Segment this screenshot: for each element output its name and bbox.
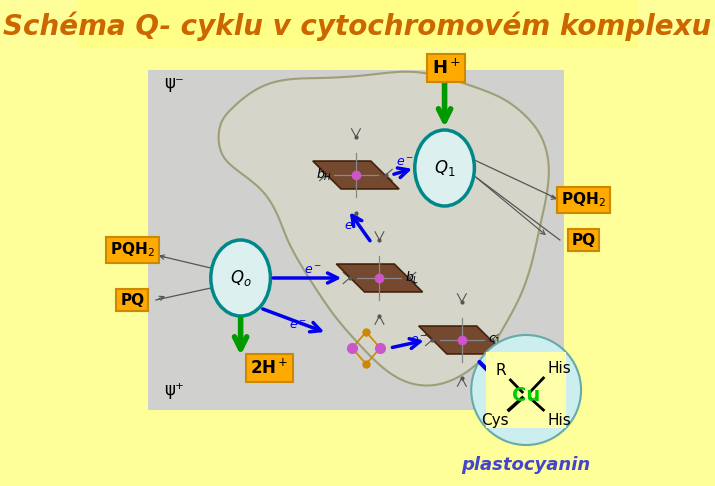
Text: $e^-$: $e^-$ [290,318,308,331]
Text: $Q_o$: $Q_o$ [230,268,252,288]
Polygon shape [336,264,423,292]
Text: Schéma Q- cyklu v cytochromovém komplexu: Schéma Q- cyklu v cytochromovém komplexu [4,11,711,41]
Text: 2H$^+$: 2H$^+$ [250,358,289,378]
Text: H$^+$: H$^+$ [432,58,460,78]
Text: $e^-$: $e^-$ [304,263,322,277]
Polygon shape [312,161,399,189]
Bar [148,70,564,410]
Text: PQ: PQ [571,232,596,247]
Polygon shape [419,326,505,354]
Text: PQH$_2$: PQH$_2$ [561,191,606,209]
Text: ψ⁻: ψ⁻ [164,74,184,92]
Text: ψ⁺: ψ⁺ [164,381,184,399]
Circle shape [211,240,270,316]
Text: Cu: Cu [512,385,541,404]
Text: His: His [547,413,571,428]
Text: $e^-$: $e^-$ [345,220,363,232]
Ellipse shape [471,335,581,445]
Text: $b_H$: $b_H$ [317,167,332,183]
Text: R: R [495,363,506,378]
Text: PQ: PQ [120,293,144,308]
Polygon shape [219,72,549,385]
Text: His: His [547,361,571,376]
Text: Cys: Cys [481,413,508,428]
Text: $b_L$: $b_L$ [405,270,420,286]
FancyBboxPatch shape [77,0,638,48]
Text: $c_1$: $c_1$ [488,333,502,347]
Circle shape [415,130,474,206]
Text: $Q_1$: $Q_1$ [434,158,455,178]
FancyBboxPatch shape [486,352,566,428]
Text: plastocyanin: plastocyanin [461,456,591,474]
Text: $e^-$: $e^-$ [396,156,415,169]
Text: $e^-$: $e^-$ [410,333,428,347]
Text: PQH$_2$: PQH$_2$ [110,241,154,260]
